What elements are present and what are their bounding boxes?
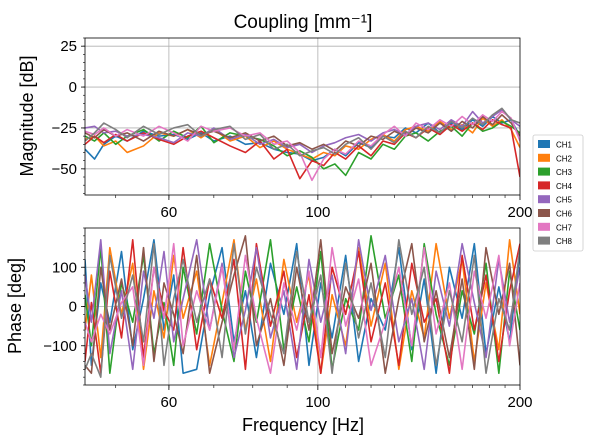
legend-swatch	[538, 195, 550, 204]
phase-y-axis-label: Phase [deg]	[5, 258, 25, 354]
phase-series-ch6	[85, 235, 520, 375]
x-tick-label: 200	[507, 394, 532, 411]
phase-series-ch8	[85, 238, 520, 378]
legend-swatch	[538, 153, 550, 162]
phase-y-ticks: 100 0 −100	[43, 259, 85, 355]
legend-label: CH8	[556, 237, 573, 246]
legend-swatch	[538, 209, 550, 217]
legend-label: CH5	[556, 196, 573, 205]
magnitude-axes-frame	[84, 37, 521, 196]
magnitude-y-axis-label: Magnitude [dB]	[17, 55, 37, 176]
magnitude-series-ch4	[85, 118, 520, 180]
phase-series-group	[85, 235, 520, 378]
y-tick-label: 25	[60, 38, 77, 55]
magnitude-series-ch2	[85, 117, 520, 160]
x-tick-label: 60	[161, 394, 178, 411]
x-tick-label: 100	[305, 394, 330, 411]
y-tick-label: 100	[52, 259, 77, 276]
magnitude-series-ch7	[85, 110, 520, 182]
phase-x-ticks: 60 100 200	[161, 385, 533, 411]
x-tick-label: 200	[507, 204, 532, 221]
legend-items: CH1 CH2 CH3 CH4 CH5 CH6 CH7 CH8	[538, 140, 573, 246]
phase-series-ch5	[85, 238, 520, 371]
x-tick-label: 100	[305, 204, 330, 221]
legend-label: CH2	[556, 154, 573, 163]
y-tick-label: −50	[52, 161, 77, 178]
legend-swatch	[538, 167, 550, 176]
phase-panel: 100 0 −100 60 100 200 Phase [deg]	[5, 227, 533, 411]
x-axis-label: Frequency [Hz]	[242, 415, 364, 435]
magnitude-x-ticks: 60 100 200	[161, 195, 533, 221]
x-tick-label: 60	[161, 204, 178, 221]
legend-label: CH1	[556, 141, 573, 150]
y-tick-label: 0	[69, 79, 77, 96]
magnitude-y-ticks: 25 0 −25 −50	[52, 38, 85, 178]
y-tick-label: −25	[52, 120, 77, 137]
legend-label: CH4	[556, 182, 573, 191]
y-tick-label: 0	[69, 299, 77, 316]
legend-frame	[532, 134, 584, 252]
magnitude-series-ch3	[85, 120, 520, 177]
legend-label: CH6	[556, 210, 573, 219]
magnitude-series-ch8	[85, 107, 520, 157]
magnitude-series-ch1	[85, 115, 520, 162]
legend-swatch	[538, 236, 550, 245]
legend-label: CH3	[556, 168, 573, 177]
chart-title: Coupling [mm⁻¹]	[234, 12, 373, 33]
magnitude-series-ch5	[85, 109, 520, 154]
magnitude-series-group	[85, 107, 520, 182]
phase-series-ch1	[85, 238, 520, 375]
y-tick-label: −100	[43, 338, 77, 355]
legend: CH1 CH2 CH3 CH4 CH5 CH6 CH7 CH8	[532, 134, 584, 252]
magnitude-series-ch6	[85, 114, 520, 152]
legend-label: CH7	[556, 223, 573, 232]
legend-swatch	[538, 222, 550, 231]
legend-swatch	[538, 181, 550, 190]
legend-swatch	[538, 140, 550, 148]
magnitude-panel: 25 0 −25 −50 60 100 200 Magnitude [dB]	[17, 37, 533, 221]
